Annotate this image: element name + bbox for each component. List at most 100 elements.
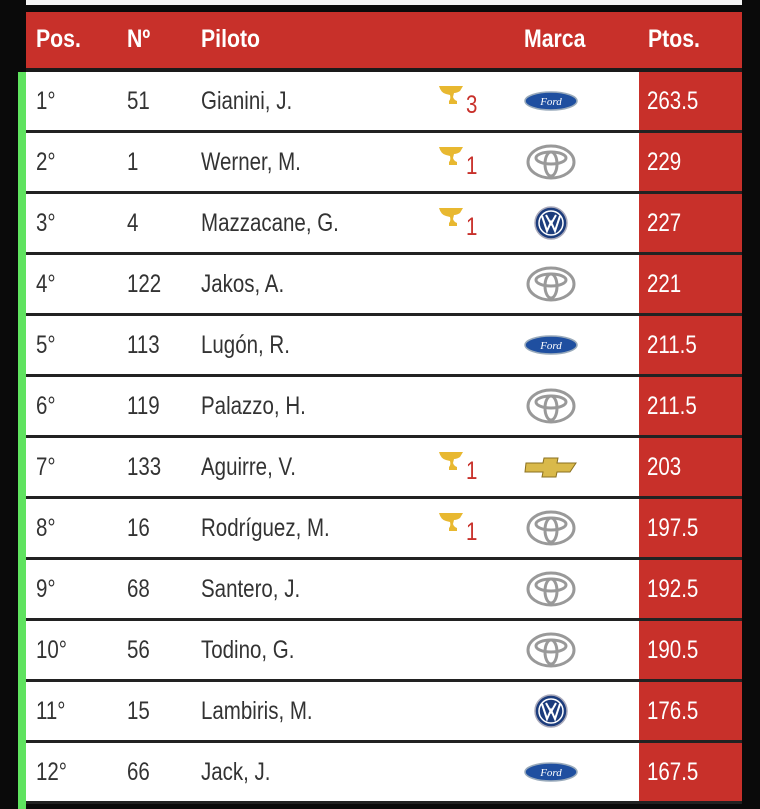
table-header: Pos. Nº Piloto Marca Ptos. (26, 12, 742, 68)
position: 5° (36, 331, 56, 359)
points: 227 (647, 209, 682, 237)
position: 7° (36, 453, 56, 481)
car-number: 119 (127, 392, 160, 420)
table-row[interactable]: 2° 1 Werner, M. 1 229 (26, 133, 742, 194)
points-cell: 211.5 (639, 377, 742, 435)
points: 211.5 (647, 392, 697, 420)
position: 8° (36, 514, 56, 542)
wins-count: 1 (466, 518, 478, 546)
points-cell: 192.5 (639, 560, 742, 618)
toyota-logo-icon (523, 631, 579, 669)
points: 263.5 (647, 87, 699, 115)
points: 197.5 (647, 514, 699, 542)
chevrolet-logo-icon (523, 448, 579, 486)
points-cell: 221 (639, 255, 742, 313)
car-number: 51 (127, 87, 150, 115)
table-row[interactable]: 7° 133 Aguirre, V. 1 203 (26, 438, 742, 499)
position: 1° (36, 87, 56, 115)
ford-logo-icon: Ford (523, 82, 579, 120)
table-row[interactable]: 8° 16 Rodríguez, M. 1 197.5 (26, 499, 742, 560)
car-number: 16 (127, 514, 150, 542)
position: 11° (36, 697, 66, 725)
points: 176.5 (647, 697, 699, 725)
svg-text:Ford: Ford (539, 96, 562, 108)
qualifier-indicator (18, 72, 26, 809)
ford-logo-icon: Ford (523, 326, 579, 364)
car-number: 133 (127, 453, 162, 481)
car-number: 66 (127, 758, 150, 786)
toyota-logo-icon (523, 570, 579, 608)
points-cell: 176.5 (639, 682, 742, 740)
car-number: 113 (127, 331, 160, 359)
points: 203 (647, 453, 682, 481)
points-cell: 211.5 (639, 316, 742, 374)
points-cell: 197.5 (639, 499, 742, 557)
trophy-icon (438, 450, 464, 479)
toyota-logo-icon (523, 265, 579, 303)
trophy-icon (438, 84, 464, 113)
trophy-icon (438, 145, 464, 174)
car-number: 4 (127, 209, 139, 237)
volkswagen-logo-icon (523, 692, 579, 730)
table-row[interactable]: 4° 122 Jakos, A. 221 (26, 255, 742, 316)
pilot-name: Werner, M. (201, 148, 301, 176)
table-row[interactable]: 1° 51 Gianini, J. 3 Ford 263.5 (26, 72, 742, 133)
header-pos: Pos. (36, 25, 81, 53)
pilot-name: Lugón, R. (201, 331, 290, 359)
points-cell: 203 (639, 438, 742, 496)
points-cell: 229 (639, 133, 742, 191)
toyota-logo-icon (523, 143, 579, 181)
position: 4° (36, 270, 56, 298)
position: 10° (36, 636, 68, 664)
toyota-logo-icon (523, 387, 579, 425)
top-strip (26, 0, 742, 5)
svg-text:Ford: Ford (539, 767, 562, 779)
points-cell: 190.5 (639, 621, 742, 679)
table-row[interactable]: 12° 66 Jack, J. Ford 167.5 (26, 743, 742, 804)
ford-logo-icon: Ford (523, 753, 579, 791)
points: 190.5 (647, 636, 699, 664)
pilot-name: Santero, J. (201, 575, 301, 603)
table-row[interactable]: 5° 113 Lugón, R. Ford 211.5 (26, 316, 742, 377)
header-pilot: Piloto (201, 25, 261, 53)
position: 2° (36, 148, 56, 176)
car-number: 68 (127, 575, 150, 603)
table-row[interactable]: 10° 56 Todino, G. 190.5 (26, 621, 742, 682)
pilot-name: Rodríguez, M. (201, 514, 330, 542)
pilot-name: Jack, J. (201, 758, 271, 786)
header-brand: Marca (524, 25, 586, 53)
points: 221 (647, 270, 682, 298)
header-num: Nº (127, 25, 151, 53)
volkswagen-logo-icon (523, 204, 579, 242)
pilot-name: Lambiris, M. (201, 697, 313, 725)
header-points: Ptos. (648, 25, 700, 53)
table-row[interactable]: 11° 15 Lambiris, M. 176.5 (26, 682, 742, 743)
trophy-icon (438, 206, 464, 235)
pilot-name: Aguirre, V. (201, 453, 296, 481)
points: 192.5 (647, 575, 699, 603)
wins-count: 1 (466, 457, 478, 485)
wins-count: 3 (466, 91, 478, 119)
pilot-name: Todino, G. (201, 636, 295, 664)
points: 229 (647, 148, 682, 176)
position: 12° (36, 758, 68, 786)
wins-count: 1 (466, 152, 478, 180)
divider (26, 68, 742, 72)
pilot-name: Gianini, J. (201, 87, 293, 115)
position: 3° (36, 209, 56, 237)
table-row[interactable]: 6° 119 Palazzo, H. 211.5 (26, 377, 742, 438)
car-number: 15 (127, 697, 150, 725)
standings-table: Pos. Nº Piloto Marca Ptos. 1° 51 Gianini, … (26, 12, 742, 804)
points-cell: 227 (639, 194, 742, 252)
points: 167.5 (647, 758, 699, 786)
table-row[interactable]: 3° 4 Mazzacane, G. 1 227 (26, 194, 742, 255)
wins-count: 1 (466, 213, 478, 241)
points-cell: 263.5 (639, 72, 742, 130)
trophy-icon (438, 511, 464, 540)
table-row[interactable]: 9° 68 Santero, J. 192.5 (26, 560, 742, 621)
car-number: 1 (127, 148, 139, 176)
pilot-name: Mazzacane, G. (201, 209, 339, 237)
position: 6° (36, 392, 56, 420)
pilot-name: Jakos, A. (201, 270, 285, 298)
toyota-logo-icon (523, 509, 579, 547)
